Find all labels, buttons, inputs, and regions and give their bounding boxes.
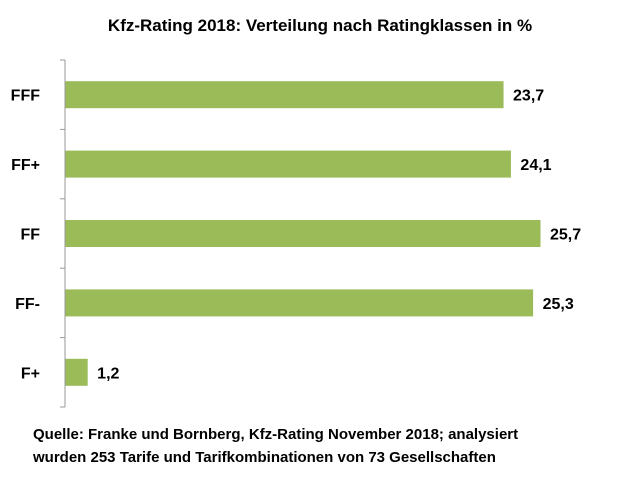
- bar-FF: [65, 220, 541, 247]
- category-label: FF+: [11, 157, 40, 174]
- category-label: FF: [20, 227, 40, 244]
- category-label: FF-: [15, 296, 40, 313]
- data-label: 25,7: [550, 227, 581, 244]
- category-label: F+: [21, 365, 40, 382]
- data-label: 24,1: [520, 157, 551, 174]
- data-label: 1,2: [97, 365, 119, 382]
- category-label: FFF: [11, 88, 41, 105]
- bar-FF+: [65, 150, 511, 178]
- chart-title: Kfz-Rating 2018: Verteilung nach Ratingk…: [107, 16, 533, 35]
- data-label: 25,3: [543, 296, 574, 313]
- source-line-2: wurden 253 Tarife und Tarifkombinationen…: [33, 449, 496, 466]
- bar-FF-: [65, 289, 534, 317]
- bar-F+: [65, 358, 88, 386]
- source-line-1: Quelle: Franke und Bornberg, Kfz-Rating …: [33, 426, 519, 443]
- data-label: 23,7: [513, 88, 544, 105]
- bar-FFF: [65, 81, 504, 109]
